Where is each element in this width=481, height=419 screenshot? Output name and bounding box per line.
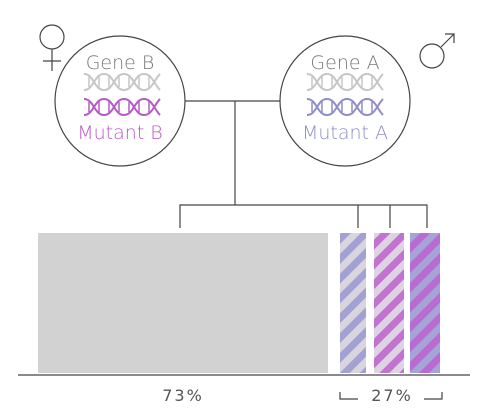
right-mutant: Mutant A bbox=[302, 122, 388, 144]
normal-bar bbox=[38, 233, 328, 373]
dna-icon bbox=[83, 98, 161, 116]
connector bbox=[179, 100, 428, 228]
male-symbol bbox=[419, 33, 455, 69]
mutant-bar bbox=[374, 233, 404, 373]
left-gene: Gene B bbox=[86, 52, 155, 74]
left-mutant: Mutant B bbox=[77, 122, 163, 144]
dna-icon bbox=[306, 98, 384, 116]
mutant-share: 27% bbox=[371, 386, 413, 405]
mutant-bar bbox=[410, 233, 440, 373]
dna-icon bbox=[306, 73, 384, 91]
normal-share: 73% bbox=[162, 386, 204, 405]
right-gene: Gene A bbox=[310, 52, 379, 74]
mutant-bar bbox=[340, 233, 366, 373]
share-bracket bbox=[339, 392, 443, 400]
dna-icon bbox=[83, 73, 161, 91]
female-symbol bbox=[39, 24, 65, 71]
